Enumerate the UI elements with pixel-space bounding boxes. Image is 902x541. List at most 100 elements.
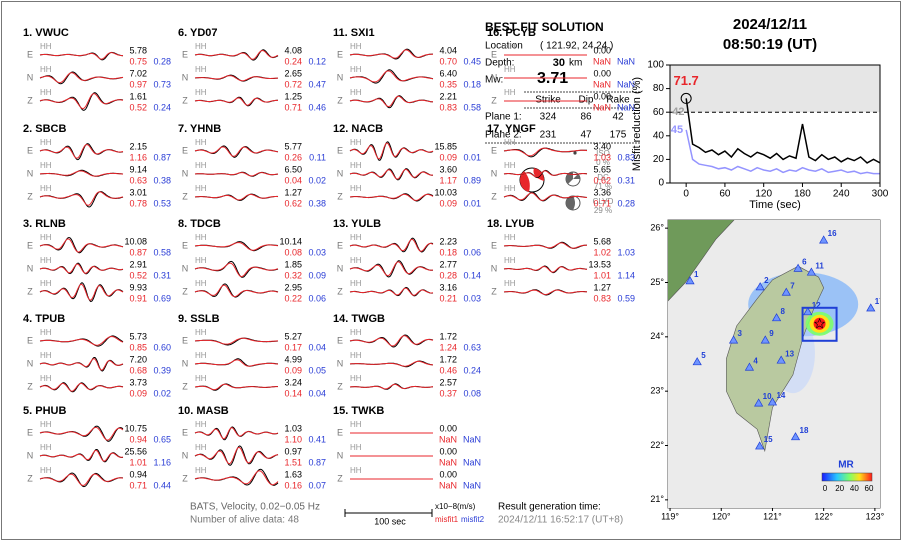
- plane-value: 86: [580, 112, 592, 123]
- component: N: [182, 450, 189, 460]
- misfit1: 1.17: [439, 175, 457, 185]
- channel: HH: [504, 42, 516, 51]
- station-label: 6: [802, 257, 807, 266]
- amplitude: 0.00: [593, 45, 611, 55]
- station-marker: [685, 276, 695, 285]
- amplitude: 0.00: [439, 446, 457, 456]
- amplitude: 2.91: [129, 259, 147, 269]
- channel: HH: [195, 138, 207, 147]
- station-title: 17. YNGF: [487, 123, 536, 135]
- annotation: 71.7: [673, 73, 698, 88]
- component: Z: [27, 286, 33, 296]
- channel: HH: [195, 351, 207, 360]
- component: N: [491, 72, 498, 82]
- component: Z: [491, 191, 497, 201]
- amplitude: 7.20: [129, 354, 147, 364]
- scale-label: 100 sec: [374, 516, 406, 526]
- waveform-synthetic: [194, 427, 279, 440]
- mw: 3.71: [537, 70, 568, 87]
- station-marker: [819, 235, 829, 244]
- misfit2: 0.24: [153, 102, 171, 112]
- waveform-synthetic: [39, 358, 124, 371]
- component: Z: [337, 191, 343, 201]
- plane-label: Plane 2:: [485, 130, 522, 141]
- x-tick-label: 120: [755, 189, 772, 200]
- misfit2: 0.73: [153, 79, 171, 89]
- misfit1: 0.68: [129, 365, 147, 375]
- misfit1: 0.08: [284, 247, 302, 257]
- channel: HH: [504, 161, 516, 170]
- station-marker: [767, 397, 778, 406]
- amplitude: 3.60: [439, 164, 457, 174]
- amplitude: 10.14: [279, 236, 302, 246]
- amplitude: 2.57: [439, 377, 457, 387]
- misfit1: 1.51: [284, 457, 302, 467]
- waveform-synthetic: [39, 382, 124, 392]
- channel: HH: [195, 420, 207, 429]
- component: N: [27, 358, 34, 368]
- waveform-observed: [39, 51, 124, 61]
- amplitude: 7.02: [129, 68, 147, 78]
- units: x10−8(m/s): [435, 502, 476, 511]
- station-marker: [806, 267, 816, 276]
- waveform-synthetic: [349, 142, 434, 160]
- misfit2: 0.44: [153, 480, 171, 490]
- misfit2: 0.47: [308, 79, 326, 89]
- misfit2: 0.41: [308, 434, 326, 444]
- table-header: Dip: [578, 95, 593, 106]
- misfit2: 0.09: [308, 270, 326, 280]
- amplitude: 4.99: [284, 354, 302, 364]
- misfit2: 0.89: [463, 175, 481, 185]
- waveform-synthetic: [503, 289, 588, 296]
- lat-tick-label: 22°: [650, 440, 664, 450]
- misfit2: 0.03: [463, 293, 481, 303]
- misfit1: 0.83: [593, 293, 611, 303]
- waveform-synthetic: [39, 473, 124, 486]
- misfit1: 1.24: [439, 342, 457, 352]
- misfit1: 0.09: [439, 198, 457, 208]
- station-title: 9. SSLB: [178, 313, 220, 325]
- waveform-synthetic: [194, 193, 279, 201]
- component: E: [337, 240, 343, 250]
- annotation: 45: [671, 124, 683, 136]
- waveform-synthetic: [194, 75, 279, 82]
- component: E: [27, 427, 33, 437]
- channel: HH: [40, 374, 52, 383]
- misfit1: NaN: [593, 56, 611, 66]
- component: E: [182, 240, 188, 250]
- shaded-region: [670, 65, 880, 113]
- misfit1: 0.09: [284, 365, 302, 375]
- misfit1: NaN: [439, 434, 457, 444]
- component: Z: [27, 95, 33, 105]
- component: N: [27, 263, 34, 273]
- waveform-observed: [349, 260, 434, 278]
- channel: HH: [350, 233, 362, 242]
- x-tick-label: 60: [719, 189, 731, 200]
- station-marker: [760, 335, 770, 344]
- lat-tick-label: 21°: [650, 494, 664, 504]
- channel: HH: [350, 328, 362, 337]
- component: Z: [182, 191, 188, 201]
- amplitude: 4.04: [439, 45, 457, 55]
- misfit1: 0.28: [439, 270, 457, 280]
- amplitude: 13.53: [588, 259, 611, 269]
- amplitude: 9.93: [129, 282, 147, 292]
- x-tick-label: 240: [833, 189, 850, 200]
- component: N: [337, 358, 344, 368]
- misfit1: 0.85: [129, 342, 147, 352]
- station-label: 16: [828, 229, 837, 238]
- x-tick-label: 300: [872, 189, 889, 200]
- channel: HH: [504, 138, 516, 147]
- component: E: [27, 145, 33, 155]
- station-marker: [755, 441, 765, 450]
- channel: HH: [350, 161, 362, 170]
- amplitude: 2.95: [284, 282, 302, 292]
- component: Z: [182, 286, 188, 296]
- misfit1: 0.71: [284, 102, 302, 112]
- misfit1: 0.97: [129, 79, 147, 89]
- misfit1: 0.72: [284, 79, 302, 89]
- amplitude: 10.75: [124, 423, 147, 433]
- channel: HH: [504, 256, 516, 265]
- colorbar-label: 40: [850, 484, 859, 493]
- colorbar-title: MR: [838, 460, 854, 471]
